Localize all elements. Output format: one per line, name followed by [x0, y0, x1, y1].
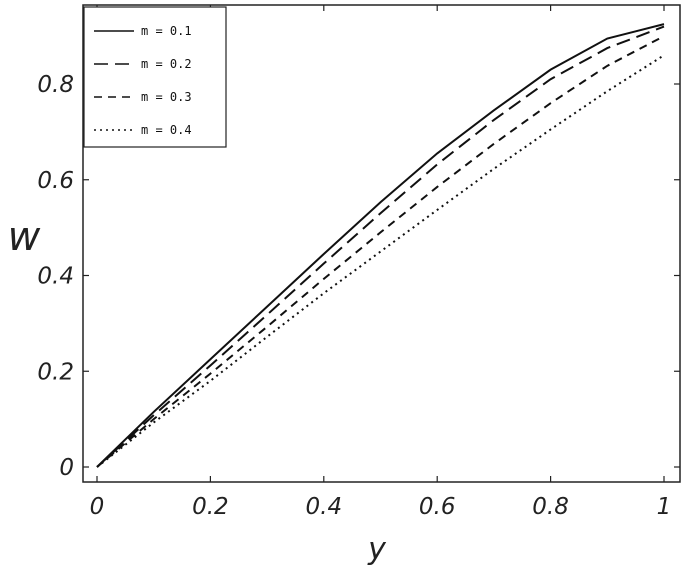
legend-label: m = 0.4 — [141, 123, 192, 137]
series-line-2 — [96, 25, 665, 468]
axis-ticks: 0 0.2 0.4 0.6 0.8 1 0 0.2 0.4 0.6 0.8 — [37, 5, 680, 520]
y-tick-label: 0.2 — [37, 359, 74, 385]
x-axis-label: y — [367, 532, 387, 567]
plot-frame — [82, 4, 681, 483]
series-line-3 — [96, 35, 665, 468]
series-line-1 — [96, 23, 665, 468]
series-lines — [96, 23, 665, 468]
y-tick-label: 0.4 — [37, 264, 74, 290]
y-tick-label: 0 — [59, 455, 74, 481]
legend-label: m = 0.2 — [141, 57, 192, 71]
x-tick-label: 1 — [657, 494, 672, 520]
x-tick-label: 0 — [90, 494, 105, 520]
legend: m = 0.1 m = 0.2 m = 0.3 m = 0.4 — [83, 6, 227, 148]
legend-label: m = 0.3 — [141, 90, 192, 104]
legend-label: m = 0.1 — [141, 24, 192, 38]
y-tick-label: 0.6 — [37, 168, 74, 194]
x-tick-label: 0.2 — [192, 494, 229, 520]
x-tick-label: 0.4 — [306, 494, 343, 520]
x-tick-label: 0.6 — [419, 494, 456, 520]
x-tick-label: 0.8 — [532, 494, 569, 520]
series-line-4 — [96, 54, 665, 468]
y-tick-label: 0.8 — [37, 72, 74, 98]
y-axis-label: w — [8, 214, 41, 260]
